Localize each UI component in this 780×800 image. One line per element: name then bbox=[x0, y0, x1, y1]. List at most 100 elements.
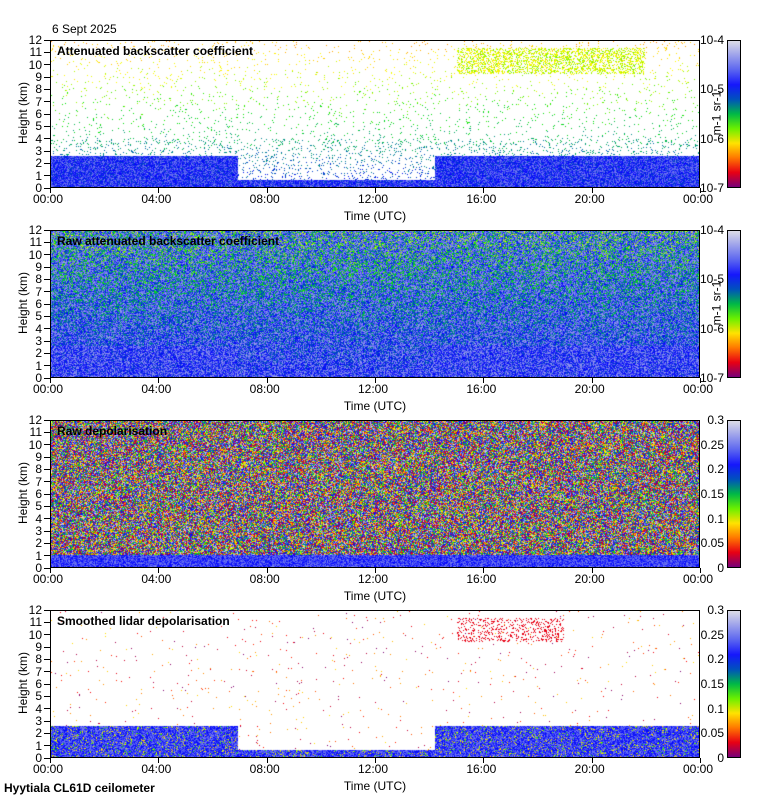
x-tick-label: 16:00 bbox=[466, 762, 497, 776]
x-tick-label: 20:00 bbox=[574, 572, 605, 586]
y-tick bbox=[44, 76, 50, 78]
x-axis-label: Time (UTC) bbox=[343, 779, 407, 793]
y-tick-label: 9 bbox=[35, 260, 42, 274]
y-tick-label: 11 bbox=[29, 615, 42, 630]
heatmap-canvas bbox=[51, 41, 699, 187]
y-tick bbox=[44, 64, 50, 66]
y-tick-label: 2 bbox=[35, 536, 42, 551]
x-tick-label: 12:00 bbox=[358, 572, 389, 586]
y-tick bbox=[44, 340, 50, 342]
x-tick bbox=[483, 188, 485, 193]
y-tick-label: 11 bbox=[29, 45, 42, 60]
x-tick-label: 12:00 bbox=[358, 762, 389, 776]
y-tick bbox=[44, 757, 50, 759]
x-tick bbox=[266, 378, 268, 383]
x-tick bbox=[591, 188, 593, 193]
x-tick bbox=[591, 568, 593, 573]
y-tick bbox=[44, 113, 50, 115]
x-tick bbox=[483, 758, 485, 763]
heatmap-plot: Smoothed lidar depolarisation bbox=[50, 610, 700, 758]
x-tick bbox=[266, 758, 268, 763]
colorbar-tick-label: 10-5 bbox=[699, 272, 724, 287]
y-axis-label: Height (km) bbox=[16, 461, 31, 525]
x-tick bbox=[700, 188, 701, 193]
y-tick bbox=[44, 720, 50, 722]
heatmap-plot: Raw depolarisation bbox=[50, 420, 700, 568]
x-tick-label: 20:00 bbox=[574, 382, 605, 396]
colorbar-tick-label: 0.15 bbox=[700, 677, 724, 691]
y-tick-label: 6 bbox=[35, 297, 42, 311]
y-tick bbox=[44, 518, 50, 520]
colorbar-tick-label: 0 bbox=[717, 751, 724, 765]
x-tick bbox=[266, 188, 268, 193]
y-tick bbox=[44, 365, 50, 367]
y-tick bbox=[44, 125, 50, 127]
y-tick-label: 5 bbox=[35, 499, 42, 514]
colorbar-label: m-1 sr-1 bbox=[709, 280, 724, 326]
y-tick bbox=[44, 456, 50, 458]
y-tick bbox=[44, 39, 50, 41]
x-tick bbox=[158, 758, 160, 763]
y-tick-label: 11 bbox=[29, 235, 42, 250]
x-tick bbox=[158, 568, 160, 573]
colorbar-tick-label: 0 bbox=[717, 561, 724, 575]
y-axis-label: Height (km) bbox=[16, 271, 31, 335]
y-tick-label: 8 bbox=[35, 272, 42, 287]
y-tick-label: 5 bbox=[35, 309, 42, 324]
y-tick-label: 9 bbox=[35, 450, 42, 464]
y-tick bbox=[44, 530, 50, 532]
y-tick bbox=[44, 315, 50, 317]
colorbar-tick-label: 0.1 bbox=[707, 511, 724, 526]
x-tick bbox=[50, 568, 51, 573]
y-tick-label: 8 bbox=[35, 82, 42, 97]
x-tick-label: 08:00 bbox=[249, 192, 280, 206]
x-tick-label: 00:00 bbox=[33, 192, 64, 206]
y-axis-label: Height (km) bbox=[16, 651, 31, 715]
y-tick-label: 3 bbox=[35, 334, 42, 348]
x-tick-label: 00:00 bbox=[683, 192, 714, 206]
x-tick bbox=[375, 568, 376, 573]
y-tick-label: 3 bbox=[35, 144, 42, 158]
x-axis-label: Time (UTC) bbox=[343, 589, 407, 603]
x-tick bbox=[700, 758, 701, 763]
panel-title: Attenuated backscatter coefficient bbox=[57, 44, 254, 58]
x-tick-label: 00:00 bbox=[683, 762, 714, 776]
y-tick bbox=[44, 634, 50, 636]
y-tick bbox=[44, 278, 50, 280]
y-tick bbox=[44, 468, 50, 470]
y-tick bbox=[44, 567, 50, 569]
y-tick-label: 5 bbox=[35, 689, 42, 704]
y-tick bbox=[44, 51, 50, 53]
x-tick-label: 04:00 bbox=[141, 382, 172, 396]
y-tick-label: 10 bbox=[28, 247, 42, 262]
y-tick bbox=[44, 695, 50, 697]
y-tick bbox=[44, 138, 50, 140]
y-tick-label: 8 bbox=[35, 462, 42, 477]
x-tick-label: 16:00 bbox=[466, 572, 497, 586]
colorbar-tick-label: 10-4 bbox=[699, 33, 724, 47]
x-axis-label: Time (UTC) bbox=[343, 209, 407, 223]
panel-title: Raw attenuated backscatter coefficient bbox=[57, 234, 280, 248]
colorbar-tick-label: 0.25 bbox=[700, 627, 724, 642]
y-tick bbox=[44, 505, 50, 507]
y-tick-label: 4 bbox=[35, 321, 42, 336]
y-tick-label: 10 bbox=[28, 437, 42, 452]
y-tick-label: 4 bbox=[35, 511, 42, 526]
x-tick bbox=[483, 568, 485, 573]
colorbar-tick-label: 10-4 bbox=[699, 223, 724, 237]
x-tick-label: 12:00 bbox=[358, 192, 389, 206]
x-tick-label: 00:00 bbox=[683, 382, 714, 396]
colorbar bbox=[727, 610, 741, 758]
y-tick-label: 3 bbox=[35, 524, 42, 538]
x-tick-label: 04:00 bbox=[141, 572, 172, 586]
x-tick-label: 00:00 bbox=[33, 382, 64, 396]
y-tick-label: 12 bbox=[28, 603, 42, 617]
y-tick-label: 10 bbox=[28, 57, 42, 72]
y-tick-label: 6 bbox=[35, 677, 42, 691]
x-tick bbox=[50, 758, 51, 763]
y-tick-label: 8 bbox=[35, 652, 42, 667]
y-tick bbox=[44, 621, 50, 623]
y-tick-label: 4 bbox=[35, 701, 42, 716]
x-tick-label: 08:00 bbox=[249, 382, 280, 396]
colorbar-tick-label: 0.1 bbox=[707, 701, 724, 716]
